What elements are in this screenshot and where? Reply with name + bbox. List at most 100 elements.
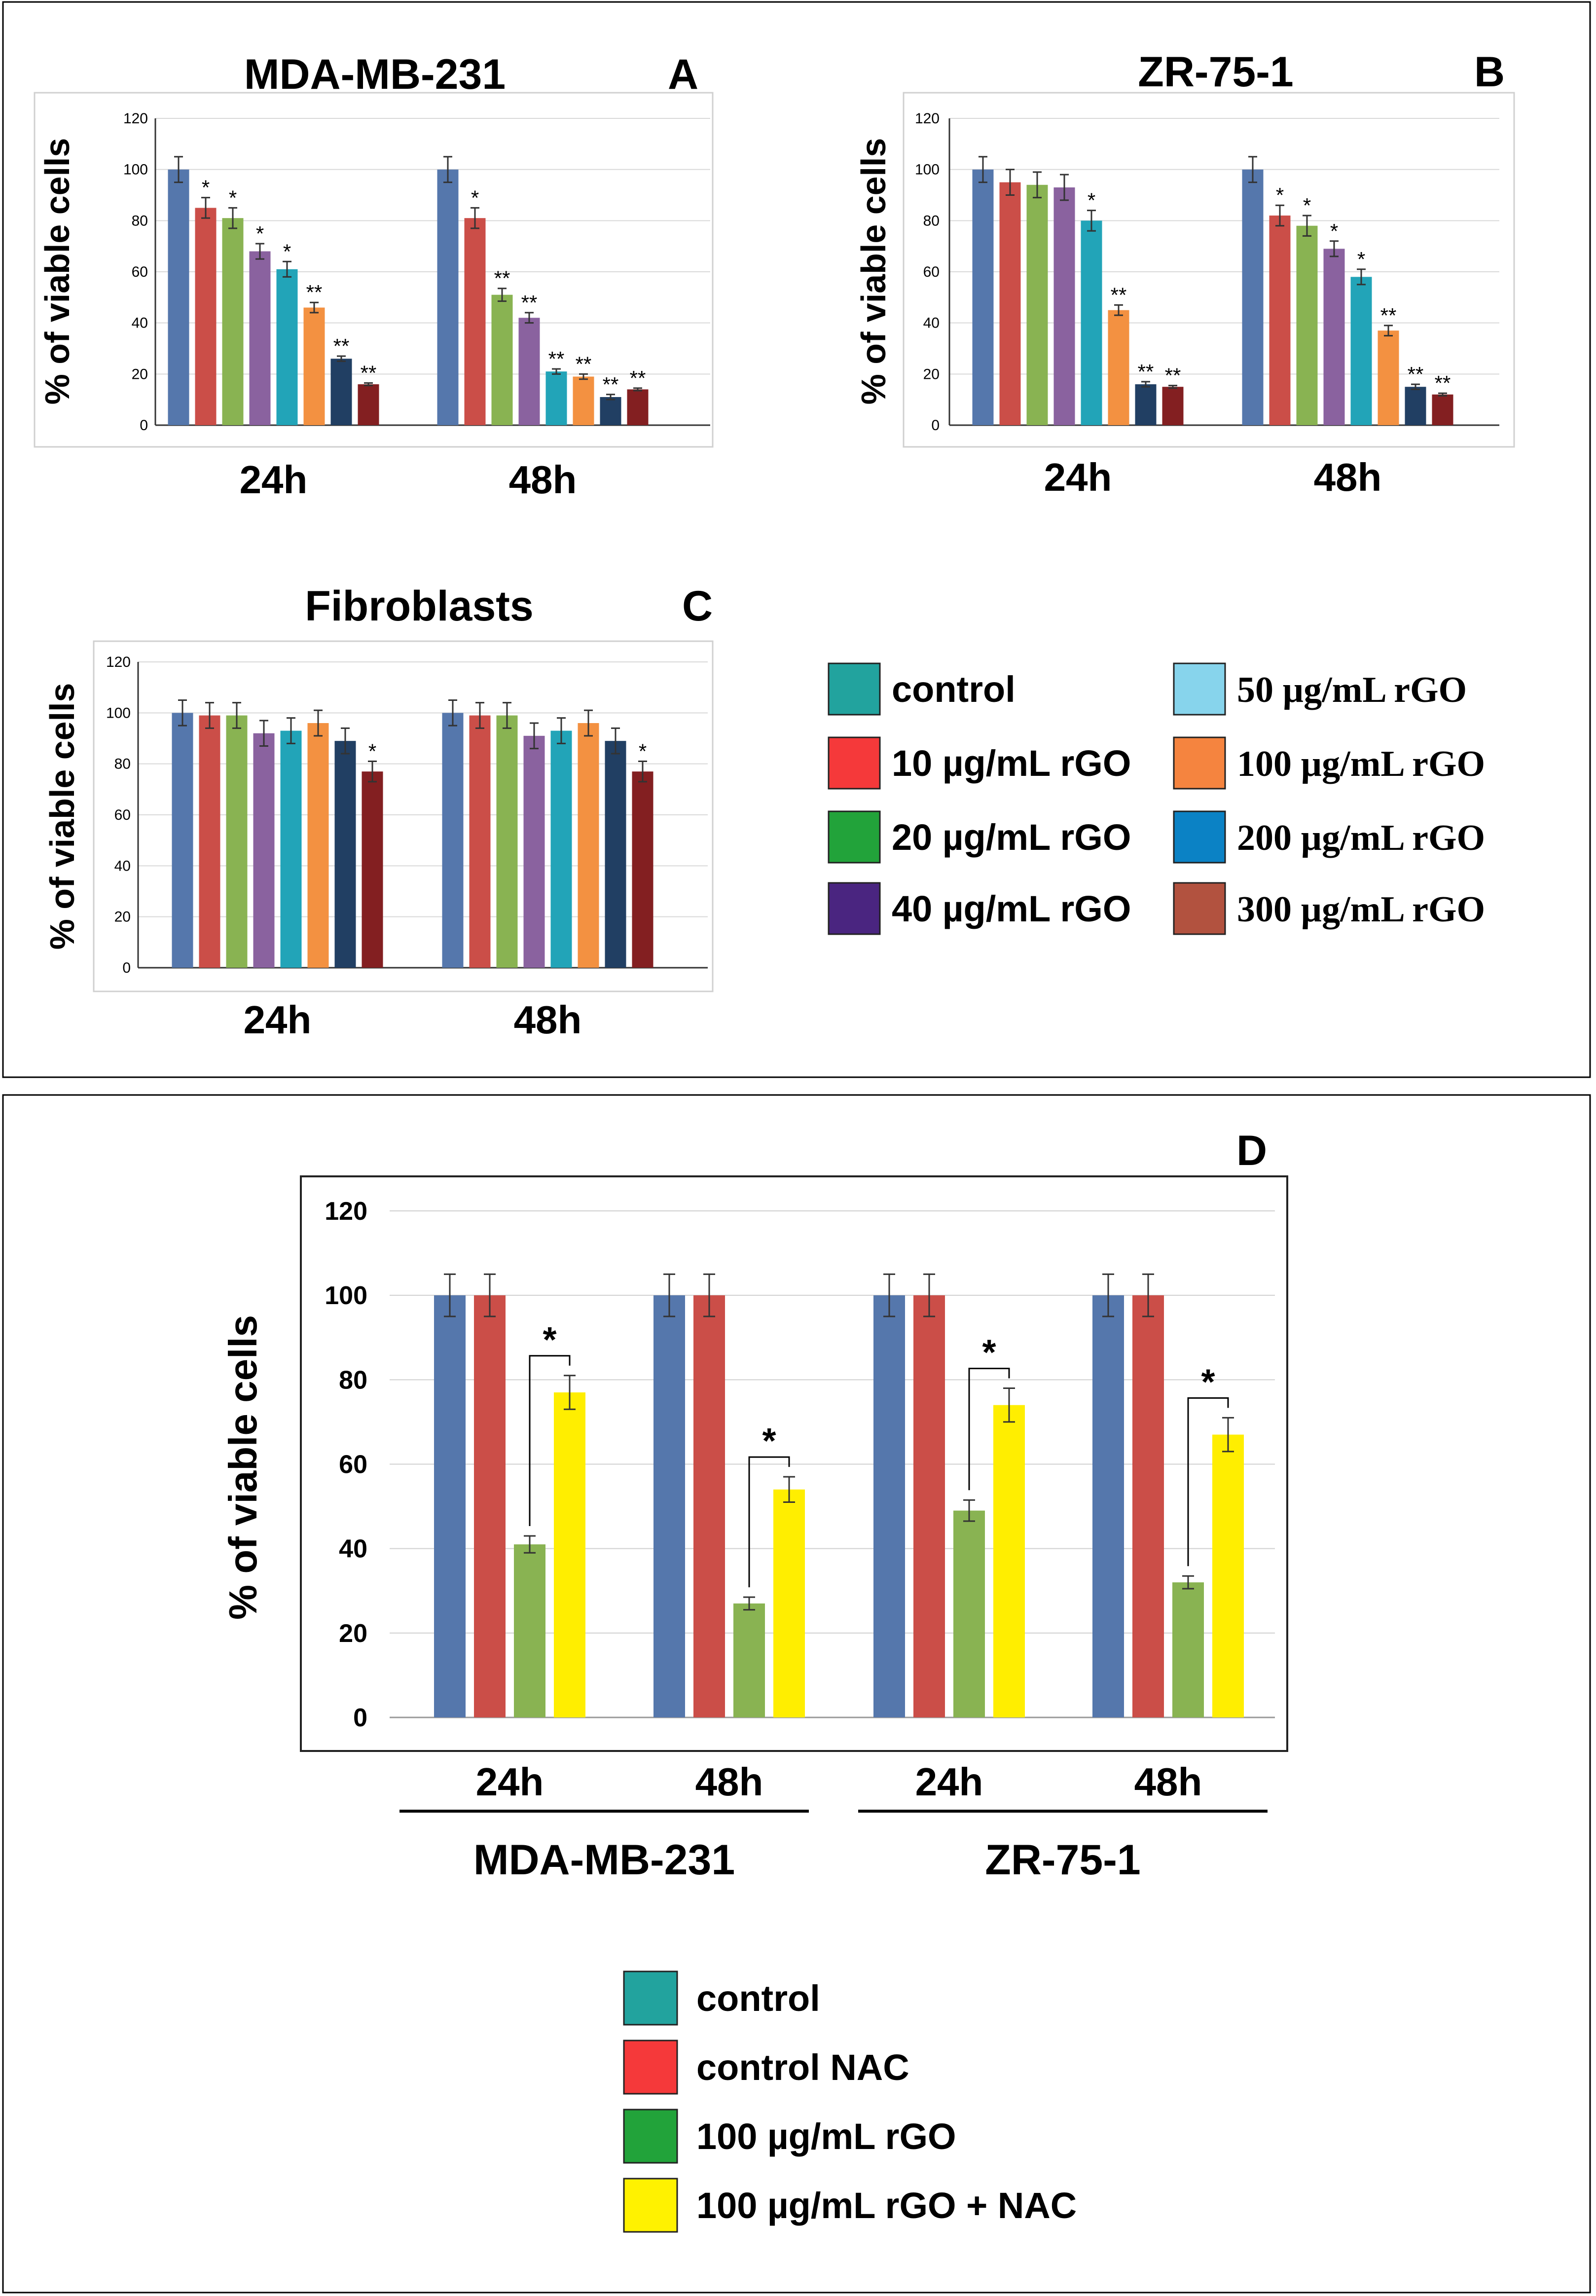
y-tick-label: 100: [325, 1281, 367, 1310]
bar: [358, 384, 379, 425]
bar: [600, 397, 621, 425]
y-tick-label: 120: [106, 654, 131, 670]
category-label: 24h: [476, 1760, 544, 1804]
bar: [249, 251, 271, 425]
y-tick-label: 60: [114, 807, 131, 823]
legend-swatch: [828, 882, 881, 935]
significance-marker: *: [283, 240, 291, 263]
y-tick-label: 120: [915, 110, 940, 127]
bar: [168, 169, 189, 426]
significance-bracket: [968, 1367, 1010, 1491]
group-label: ZR-75-1: [985, 1836, 1140, 1884]
category-label: 24h: [244, 998, 312, 1042]
significance-marker: *: [229, 186, 237, 209]
significance-marker: *: [1330, 219, 1338, 243]
significance-marker: **: [494, 267, 510, 290]
significance-marker: **: [548, 347, 565, 370]
significance-marker: *: [1357, 248, 1365, 271]
significance-marker: *: [471, 186, 479, 209]
y-axis-label: % of viable cells: [38, 138, 76, 405]
category-label: 48h: [514, 998, 582, 1042]
significance-marker: *: [1303, 194, 1311, 217]
significance-marker: **: [1380, 304, 1397, 327]
panel-d-chart: D 0 20 40 60 80 100 120 % of viable cells * 24h * 4…: [221, 1127, 1288, 1884]
significance-marker: *: [256, 222, 264, 245]
y-tick-label: 0: [931, 417, 940, 434]
category-label: 48h: [1314, 455, 1382, 499]
y-tick-label: 20: [923, 366, 940, 382]
significance-marker: **: [1111, 283, 1127, 306]
y-tick-label: 20: [132, 366, 148, 382]
bar: [1132, 1295, 1164, 1717]
legend-swatch: [828, 662, 881, 716]
bar: [1092, 1295, 1124, 1717]
panel-c-plot: 0 20 40 60 80 100 120 % of viable cells * 24h * 48h: [43, 654, 708, 1042]
significance-marker: **: [603, 373, 619, 396]
significance-marker: *: [982, 1333, 996, 1372]
significance-marker: **: [333, 334, 350, 358]
legend-label: 100 µg/mL rGO: [1237, 744, 1485, 784]
category-label: 24h: [240, 458, 308, 502]
panel-d-letter: D: [1236, 1127, 1267, 1174]
panel-b-chart: ZR-75-1 B 0 20 40 60 80 100 120 % of viable cel…: [854, 48, 1515, 499]
panel-b-letter: B: [1474, 48, 1505, 96]
bar: [442, 713, 464, 968]
top-figure-border: [2, 1, 1591, 1078]
significance-marker: **: [576, 352, 592, 375]
bar: [999, 182, 1021, 425]
panel-c-title: Fibroblasts: [305, 583, 534, 630]
bar: [303, 307, 325, 425]
bar: [972, 169, 994, 426]
y-tick-label: 20: [114, 909, 131, 925]
significance-marker: **: [1165, 364, 1181, 387]
legend-swatch: [1173, 662, 1226, 716]
bar: [199, 715, 220, 968]
significance-marker: *: [1276, 183, 1284, 207]
bar: [632, 771, 653, 968]
bar: [733, 1603, 765, 1717]
category-label: 48h: [695, 1760, 763, 1804]
bar: [330, 359, 352, 425]
significance-marker: **: [1138, 360, 1154, 383]
significance-marker: **: [361, 361, 377, 384]
y-tick-label: 100: [915, 162, 940, 178]
significance-marker: *: [368, 740, 376, 763]
y-tick-label: 60: [339, 1451, 367, 1479]
bar: [307, 723, 329, 968]
significance-marker: **: [1435, 371, 1451, 395]
bar: [627, 389, 649, 425]
bar: [523, 735, 545, 968]
bar: [573, 376, 594, 425]
significance-marker: *: [762, 1421, 776, 1461]
bar: [773, 1489, 805, 1717]
category-label: 48h: [509, 458, 577, 502]
bar: [693, 1295, 725, 1717]
bar: [605, 741, 626, 968]
bar: [873, 1295, 905, 1717]
y-tick-label: 100: [106, 705, 131, 721]
y-tick-label: 80: [132, 213, 148, 229]
legend-label: 20 µg/mL rGO: [892, 817, 1131, 858]
category-label: 48h: [1134, 1760, 1202, 1804]
legend-rgo-concentrations: control 50 µg/mL rGO 10 µg/mL rGO 100 µg/mL…: [828, 662, 1485, 935]
bar: [437, 169, 459, 426]
legend-swatch: [623, 2178, 678, 2233]
legend-swatch: [623, 2109, 678, 2164]
y-axis-label: % of viable cells: [221, 1315, 265, 1620]
bar: [474, 1295, 506, 1717]
legend-label: 10 µg/mL rGO: [892, 743, 1131, 784]
bar: [1242, 169, 1264, 426]
bar: [1108, 310, 1129, 425]
legend-label: 200 µg/mL rGO: [1237, 818, 1485, 858]
bar: [276, 269, 298, 425]
bar: [226, 715, 248, 968]
bar: [195, 208, 217, 425]
panel-a-title: MDA-MB-231: [244, 51, 506, 98]
significance-marker: *: [639, 740, 647, 763]
bottom-figure-border: [2, 1094, 1591, 2294]
panel-c-letter: C: [682, 583, 713, 630]
y-tick-label: 0: [140, 417, 148, 434]
legend-swatch: [623, 2040, 678, 2095]
